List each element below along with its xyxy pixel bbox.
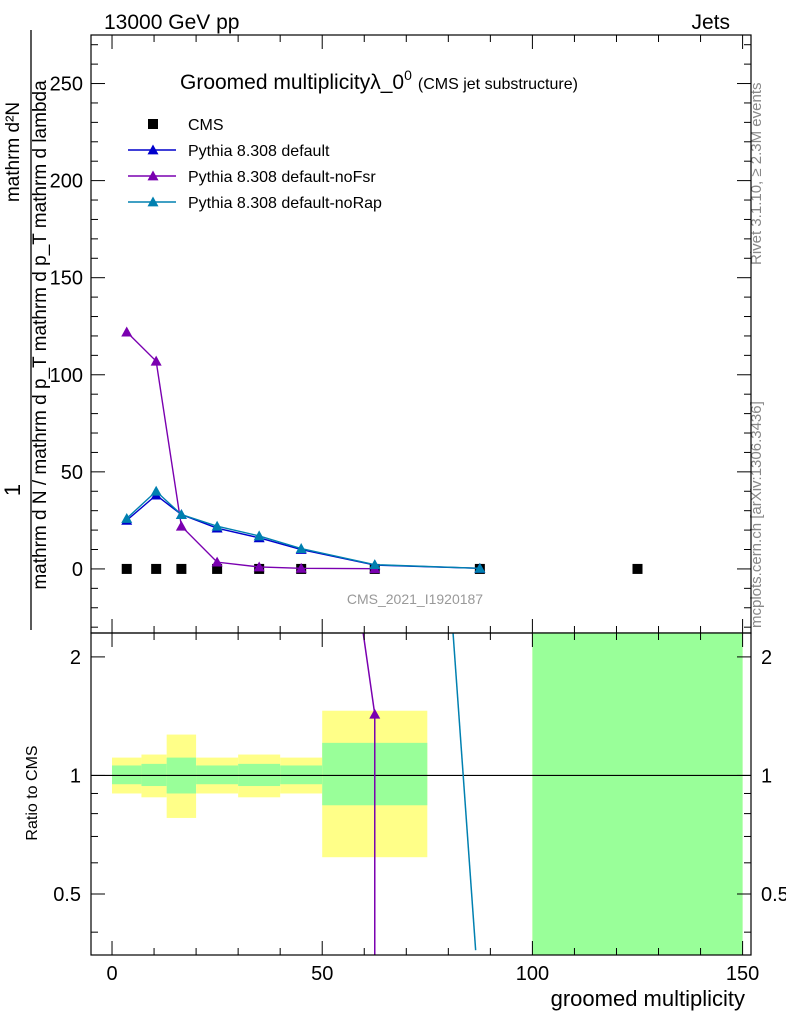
header-left: 13000 GeV pp xyxy=(104,11,239,34)
point-pythia-8-308-default-nofsr xyxy=(211,556,223,567)
uncertainty-band-inner xyxy=(532,633,743,955)
header-right: Jets xyxy=(691,11,730,34)
legend-marker xyxy=(147,196,159,207)
point-pythia-8-308-default-norap xyxy=(150,485,162,496)
ratio-ylabel: Ratio to CMS xyxy=(24,745,41,840)
point-pythia-8-308-default-norap xyxy=(211,520,223,531)
legend-marker xyxy=(147,144,159,155)
legend-entry: Pythia 8.308 default xyxy=(188,143,330,160)
point-pythia-8-308-default-norap xyxy=(474,562,486,573)
chart-title-main: Groomed multiplicityλ_0 xyxy=(180,71,404,94)
point-pythia-8-308-default-norap xyxy=(121,512,133,523)
cms-point xyxy=(632,563,643,574)
x-tick-label: 50 xyxy=(311,963,333,985)
legend-entry: Pythia 8.308 default-noFsr xyxy=(188,169,376,186)
point-pythia-8-308-default-norap xyxy=(295,543,307,553)
legend: CMS Pythia 8.308 default Pythia 8.308 defa… xyxy=(128,117,382,212)
legend-entry: Pythia 8.308 default-noRap xyxy=(188,195,382,212)
cms-point xyxy=(212,563,223,574)
series-line-pythia-8-308-default-nofsr xyxy=(126,331,375,570)
ratio-point-pythia-8-308-default-nofsr xyxy=(369,708,381,719)
ratio-y-tick-label: 0.5 xyxy=(53,884,81,906)
point-pythia-8-308-default-nofsr xyxy=(253,561,265,572)
cms-point xyxy=(151,563,162,574)
watermark: CMS_2021_I1920187 xyxy=(347,591,483,607)
main-axis-ticks: 0 50 100 150 200 250 xyxy=(50,35,751,633)
x-tick-label: 0 xyxy=(106,963,117,985)
legend-marker xyxy=(148,119,158,129)
ratio-frame xyxy=(90,632,752,956)
y-tick-label: 0 xyxy=(72,559,83,581)
y-tick-label: 200 xyxy=(50,171,83,193)
cms-point xyxy=(121,563,132,574)
ratio-axis-ticks: 0.5 0.5 1 1 2 2 0 50 100 150 xyxy=(53,633,786,985)
y-tick-label: 250 xyxy=(50,74,83,96)
ratio-y-tick-label-right: 2 xyxy=(761,647,772,669)
main-series xyxy=(121,326,643,574)
ylabel-prefix: 1 xyxy=(0,484,25,496)
chart-title-sup: 0 xyxy=(404,67,412,83)
point-pythia-8-308-default-norap xyxy=(253,530,265,541)
x-tick-label: 150 xyxy=(726,963,759,985)
point-pythia-8-308-default-nofsr xyxy=(150,355,162,366)
ratio-y-tick-label: 1 xyxy=(70,765,81,787)
ratio-y-tick-label: 2 xyxy=(70,647,81,669)
legend-entry: CMS xyxy=(188,117,224,134)
mcplots-label: mcplots.cern.ch [arXiv:1306.3436] xyxy=(748,401,765,628)
ratio-bands xyxy=(91,633,751,955)
series-line-pythia-8-308-default xyxy=(126,494,480,570)
point-pythia-8-308-default-nofsr xyxy=(295,562,307,573)
y-tick-label: 150 xyxy=(50,268,83,290)
xlabel: groomed multiplicity xyxy=(551,986,745,1011)
x-tick-label: 100 xyxy=(516,963,549,985)
point-pythia-8-308-default-norap xyxy=(175,509,187,519)
chart-title-suffix: (CMS jet substructure) xyxy=(418,76,578,93)
ratio-y-tick-label-right: 0.5 xyxy=(761,884,786,906)
cms-point xyxy=(176,563,187,574)
point-pythia-8-308-default-norap xyxy=(369,559,381,570)
chart-title: Groomed multiplicityλ_00 (CMS jet substru… xyxy=(180,67,578,94)
legend-marker xyxy=(147,170,159,181)
y-tick-label: 100 xyxy=(50,365,83,387)
y-tick-label: 50 xyxy=(61,462,83,484)
rivet-label: Rivet 3.1.10, ≥ 2.3M events xyxy=(748,83,765,266)
ratio-series xyxy=(362,633,477,955)
ratio-line-pythia-8-308-default-norap xyxy=(452,633,477,951)
ylabel-numerator: mathrm d²N xyxy=(3,102,24,202)
point-pythia-8-308-default-nofsr xyxy=(175,520,187,531)
point-pythia-8-308-default-nofsr xyxy=(121,326,133,337)
ylabel: mathrm d N / mathrm d p_T mathrm d p_T m… xyxy=(30,80,51,590)
ratio-y-tick-label-right: 1 xyxy=(761,765,772,787)
